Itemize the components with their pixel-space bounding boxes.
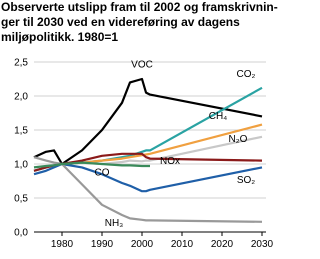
chart: Observerte utslipp fram til 2002 og fram… (1, 0, 278, 250)
y-tick-label: 2,0 (14, 92, 28, 103)
y-tick-label: 0,0 (14, 228, 28, 239)
y-tick-label: 2,5 (14, 58, 28, 69)
series-label: VOC (131, 59, 153, 70)
series-line (33, 152, 263, 172)
series-label: NH₃ (105, 218, 124, 229)
y-tick-label: 1,0 (14, 160, 28, 171)
series-label: CH₄ (209, 111, 228, 122)
y-tick-label: 0,5 (14, 194, 28, 205)
series-label: CO (95, 168, 110, 179)
x-tick-label: 2000 (131, 239, 154, 250)
chart-title: miljøpolitikk. 1980=1 (1, 30, 118, 44)
x-tick-label: 2010 (171, 239, 194, 250)
series-line (33, 156, 263, 223)
x-tick-label: 1980 (51, 239, 74, 250)
chart-title: ger til 2030 ved en videreføring av dage… (1, 15, 240, 29)
series-line (33, 77, 263, 166)
series-label: CO₂ (237, 69, 256, 80)
series-label: SO₂ (237, 175, 255, 186)
y-tick-label: 1,5 (14, 126, 28, 137)
series-line (33, 162, 263, 193)
x-tick-label: 2030 (251, 239, 274, 250)
series-label: NOx (160, 156, 180, 167)
series-line (33, 161, 150, 169)
x-tick-label: 1990 (91, 239, 114, 250)
series-label: N₂O (229, 134, 248, 145)
series-line (61, 123, 263, 166)
chart-title: Observerte utslipp fram til 2002 og fram… (1, 0, 278, 14)
x-tick-label: 2020 (211, 239, 234, 250)
